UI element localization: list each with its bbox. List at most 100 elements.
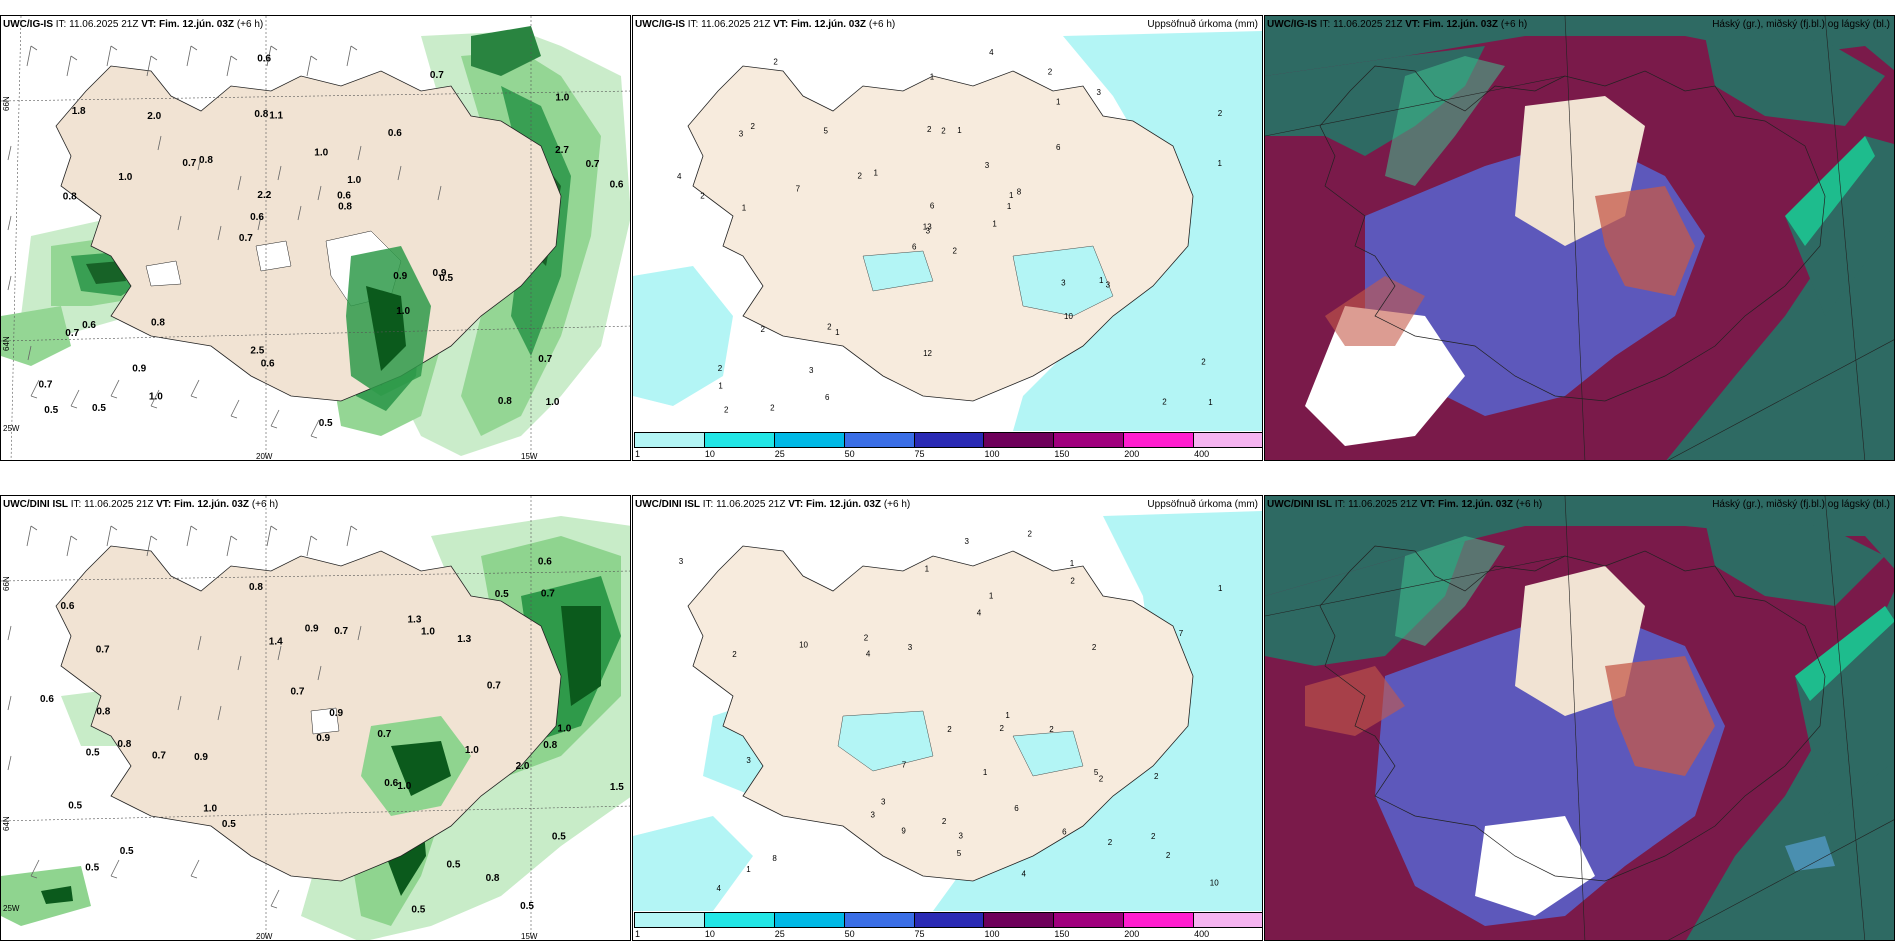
- precip-value-label: 1.0: [203, 803, 217, 814]
- precip-value-label: 0.8: [199, 155, 213, 166]
- lat-label-64n: 64N: [2, 336, 11, 351]
- precip-value-label: 4: [717, 884, 722, 893]
- precip-value-label: 0.6: [610, 179, 624, 190]
- model-name: UWC/IG-IS: [1267, 19, 1317, 30]
- map-panel-dini-clouds: UWC/DINI ISL IT: 11.06.2025 21Z VT: Fim.…: [1264, 495, 1895, 941]
- colorbar-tick-label: 25: [774, 449, 785, 459]
- precip-value-label: 0.9: [393, 271, 407, 282]
- precip-value-label: 2.0: [147, 111, 161, 122]
- precip-value-label: 0.5: [92, 403, 106, 414]
- precip-value-label: 1.0: [557, 723, 571, 734]
- precip-value-label: 1: [1070, 559, 1075, 568]
- colorbar-tick-label: 75: [914, 929, 925, 939]
- precip-value-label: 3: [959, 832, 964, 841]
- precip-value-label: 1: [1056, 98, 1061, 107]
- lon-label-20w: 20W: [256, 932, 273, 941]
- precip-value-label: 6: [1014, 804, 1019, 813]
- precip-value-label: 1.8: [72, 106, 86, 117]
- init-time: 11.06.2025 21Z: [716, 499, 786, 510]
- precip-value-label: 2.0: [516, 761, 530, 772]
- precip-values: 2332112111211266223211328321231131265322…: [677, 48, 1223, 415]
- precip-value-label: 0.6: [261, 359, 275, 370]
- precip-value-label: 1.0: [347, 175, 361, 186]
- vt-label: VT:: [788, 499, 804, 510]
- iceland-land: [687, 65, 1194, 402]
- precip-value-label: 0.7: [430, 70, 444, 81]
- colorbar-tick-label: 200: [1124, 929, 1140, 939]
- precip-value-label: 1.0: [421, 626, 435, 637]
- precip-value-label: 0.8: [63, 192, 77, 203]
- precip-value-label: 0.7: [96, 644, 110, 655]
- panel-field-title: Háský (gr.), miðský (fj.bl.) og lágský (…: [1712, 499, 1890, 510]
- precip-value-label: 6: [825, 393, 830, 402]
- panel-header: UWC/DINI ISL IT: 11.06.2025 21Z VT: Fim.…: [1267, 499, 1542, 510]
- precip-value-label: 0.5: [222, 819, 236, 830]
- panel-field-title: Háský (gr.), miðský (fj.bl.) og lágský (…: [1712, 19, 1890, 30]
- valid-time: Fim. 12.jún. 03Z: [1423, 19, 1499, 30]
- precip-value-label: 2: [1154, 772, 1159, 781]
- precip-value-label: 0.7: [586, 159, 600, 170]
- precip-value-label: 3: [985, 161, 990, 170]
- precip-value-label: 1.3: [457, 634, 471, 645]
- lon-label-15w: 15W: [521, 932, 538, 941]
- precip-value-label: 0.7: [538, 354, 552, 365]
- lat-label-66n: 66N: [2, 576, 11, 591]
- precip-value-label: 1: [718, 382, 723, 391]
- colorbar-segment: [773, 912, 845, 928]
- precip-value-label: 1: [835, 328, 840, 337]
- colorbar-tick-label: 400: [1194, 449, 1210, 459]
- colorbar-segment: [913, 912, 985, 928]
- precip-value-label: 2: [1218, 109, 1223, 118]
- precip-value-label: 2.5: [250, 346, 264, 357]
- precip-value-label: 2: [1092, 643, 1097, 652]
- precip-value-label: 3: [926, 226, 931, 235]
- valid-time: Fim. 12.jún. 03Z: [174, 499, 250, 510]
- colorbar-segment: [1193, 432, 1262, 448]
- precip-value-label: 8: [772, 854, 777, 863]
- map-dini-clouds: [1265, 496, 1894, 940]
- precip-value-label: 3: [739, 129, 744, 138]
- colorbar-tick-label: 50: [844, 929, 855, 939]
- precip-value-label: 1: [746, 865, 751, 874]
- precip-value-label: 3: [1061, 278, 1066, 287]
- precip-value-label: 2: [732, 650, 737, 659]
- precip-value-label: 3: [881, 798, 886, 807]
- lead-time: (+6 h): [236, 19, 264, 30]
- precip-value-label: 7: [902, 760, 907, 769]
- colorbar-tick-label: 1: [635, 929, 641, 939]
- precip-value-label: 2: [1048, 67, 1053, 76]
- precip-value-label: 2: [1201, 357, 1206, 366]
- panel-header: UWC/IG-IS IT: 11.06.2025 21Z VT: Fim. 12…: [1267, 19, 1527, 30]
- iceland-land: [687, 545, 1194, 882]
- precip-value-label: 1.5: [610, 782, 624, 793]
- precip-value-label: 0.5: [68, 801, 82, 812]
- precip-value-label: 0.6: [61, 601, 75, 612]
- precip-value-label: 5: [824, 127, 829, 136]
- precip-value-label: 5: [957, 849, 962, 858]
- colorbar: 1 10 25 50 75 100 150 200 400: [633, 912, 1262, 940]
- precip-value-label: 2: [1151, 832, 1156, 841]
- it-label: IT:: [1319, 19, 1331, 30]
- lead-time: (+6 h): [868, 19, 896, 30]
- precip-value-label: 2: [827, 323, 832, 332]
- map-panel-dini-precip: 1 2 1 1 1 2 2 1 2 3 10 4 9 3 6 2 5 3 2 1 3 8 5 2 2 2 3 4 7 6 2 7 1 4 2 4 3 2 2…: [632, 495, 1263, 941]
- precip-value-label: 2: [718, 364, 723, 373]
- precip-values: 1211122123104936253213852223476271424322…: [679, 529, 1223, 893]
- colorbar-tick-label: 10: [704, 449, 715, 459]
- precip-value-label: 2: [1162, 397, 1167, 406]
- vt-label: VT:: [1405, 19, 1421, 30]
- map-igis-precip: 2332112111211266223211328321231131265322…: [633, 16, 1262, 460]
- precip-value-label: 0.7: [334, 626, 348, 637]
- precip-value-label: 1: [983, 768, 988, 777]
- precip-value-label: 10: [799, 641, 808, 650]
- lead-time: (+6 h): [251, 499, 279, 510]
- precip-value-label: 10: [1064, 312, 1073, 321]
- precip-value-label: 0.5: [552, 832, 566, 843]
- precip-value-label: 0.8: [543, 740, 557, 751]
- precip-value-label: 6: [912, 243, 917, 252]
- panel-field-title: Uppsöfnuð úrkoma (mm): [1147, 19, 1258, 30]
- precip-value-label: 2: [724, 406, 729, 415]
- precip-value-label: 1: [1009, 191, 1014, 200]
- precip-value-label: 1.4: [269, 636, 283, 647]
- precip-value-label: 7: [796, 185, 801, 194]
